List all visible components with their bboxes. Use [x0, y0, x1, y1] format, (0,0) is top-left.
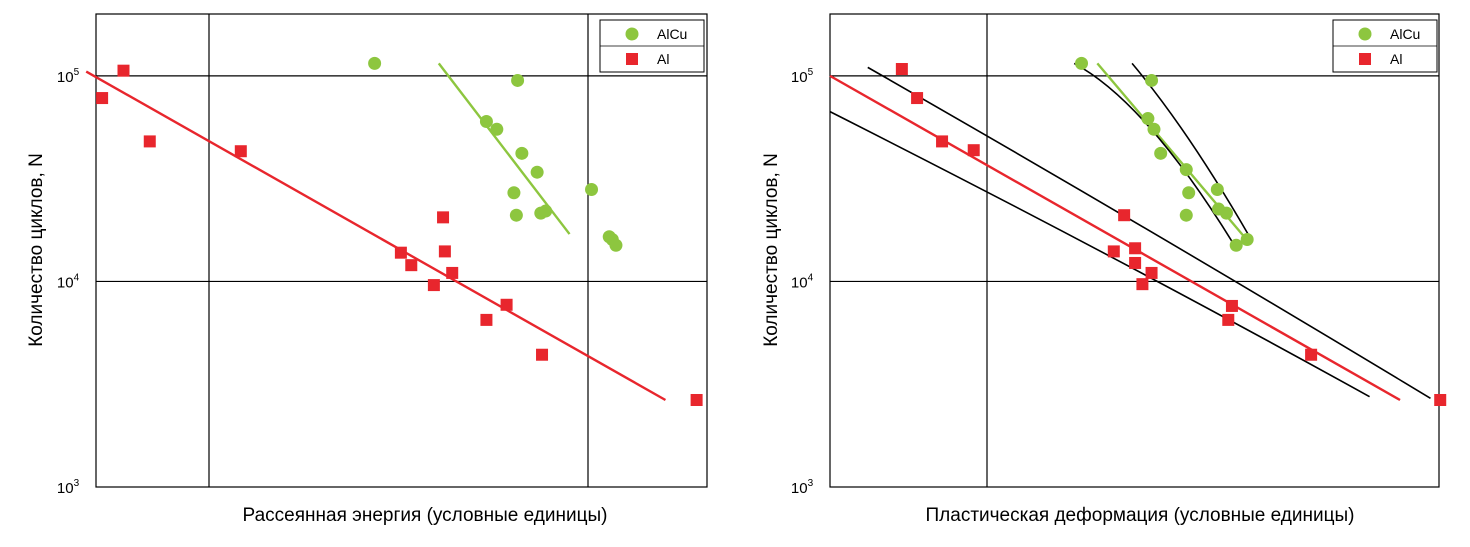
y-axis-label: Количество циклов, N: [26, 153, 47, 347]
legend-al-marker: [1359, 53, 1371, 65]
y-axis-label: Количество циклов, N: [761, 153, 782, 347]
legend-alcu-marker: [625, 27, 639, 41]
data-point-alcu: [609, 238, 623, 252]
data-points: [895, 56, 1447, 406]
y-tick-label: 103: [57, 478, 80, 497]
legend-alcu-label: AlCu: [1390, 26, 1420, 42]
fit-line-al: [829, 74, 1401, 402]
data-point-alcu: [1240, 232, 1254, 246]
y-tick-labels: 103 104 105: [57, 67, 80, 497]
data-point-alcu: [1182, 186, 1196, 200]
y-tick-labels: 103 104 105: [791, 67, 814, 497]
data-point-al: [427, 279, 440, 292]
data-point-al: [1305, 348, 1318, 361]
data-point-alcu: [1075, 56, 1089, 70]
legend-al-label: Al: [657, 51, 669, 67]
data-point-al: [480, 313, 493, 326]
data-point-al: [1136, 278, 1149, 291]
confidence-bound-line: [867, 66, 1431, 400]
data-point-al: [936, 135, 949, 148]
legend-alcu-label: AlCu: [657, 26, 687, 42]
data-point-al: [1118, 209, 1131, 222]
data-point-al: [536, 348, 549, 361]
data-point-al: [1129, 256, 1142, 269]
data-point-al: [911, 92, 924, 105]
data-point-alcu: [1229, 238, 1243, 252]
y-tick-label: 103: [791, 478, 814, 497]
legend: AlCu Al: [599, 19, 705, 73]
data-point-al: [500, 298, 513, 311]
data-point-al: [690, 393, 703, 406]
data-point-alcu: [368, 56, 382, 70]
data-point-al: [117, 64, 130, 77]
data-point-al: [1107, 245, 1120, 258]
chart-left-panel: 103 104 105 Рассеянная энергия (условные е…: [26, 13, 708, 526]
data-point-alcu: [509, 208, 523, 222]
y-tick-label: 105: [57, 67, 80, 86]
data-point-al: [1222, 313, 1235, 326]
data-point-alcu: [530, 165, 544, 179]
gridlines: [96, 14, 707, 487]
data-point-alcu: [515, 146, 529, 160]
data-point-al: [438, 245, 451, 258]
data-point-alcu: [1210, 183, 1224, 197]
data-point-alcu: [585, 183, 599, 197]
data-point-al: [1129, 242, 1142, 255]
legend-alcu-marker: [1358, 27, 1372, 41]
chart-right-panel: 103 104 105 Пластическая деформация (услов…: [761, 13, 1447, 526]
y-tick-label: 104: [57, 272, 80, 291]
data-point-alcu: [1154, 146, 1168, 160]
y-tick-label: 104: [791, 272, 814, 291]
data-points: [96, 56, 703, 406]
data-point-alcu: [1145, 73, 1159, 87]
data-point-alcu: [1147, 122, 1161, 136]
fit-line-al: [85, 70, 667, 402]
data-point-al: [96, 92, 109, 105]
data-point-al: [234, 145, 247, 158]
x-axis-label: Рассеянная энергия (условные единицы): [243, 505, 608, 526]
data-point-al: [446, 266, 459, 279]
data-point-al: [1434, 393, 1447, 406]
data-point-al: [143, 135, 156, 148]
legend-al-label: Al: [1390, 51, 1402, 67]
data-point-alcu: [1179, 208, 1193, 222]
data-point-al: [405, 259, 418, 272]
data-point-al: [1145, 266, 1158, 279]
x-axis-label: Пластическая деформация (условные единиц…: [926, 505, 1355, 526]
data-point-alcu: [511, 73, 525, 87]
data-point-al: [1225, 299, 1238, 312]
data-point-alcu: [507, 186, 521, 200]
legend: AlCu Al: [1332, 19, 1438, 73]
data-point-alcu: [1219, 206, 1233, 220]
data-point-alcu: [1141, 112, 1155, 126]
data-point-al: [895, 63, 908, 76]
data-point-alcu: [490, 122, 504, 136]
data-point-alcu: [479, 114, 493, 128]
gridlines: [830, 14, 1439, 487]
data-point-al: [437, 211, 450, 224]
data-point-al: [394, 246, 407, 259]
legend-al-marker: [626, 53, 638, 65]
data-point-al: [967, 144, 980, 157]
data-point-alcu: [1179, 163, 1193, 177]
y-tick-label: 105: [791, 67, 814, 86]
data-point-alcu: [539, 204, 553, 218]
